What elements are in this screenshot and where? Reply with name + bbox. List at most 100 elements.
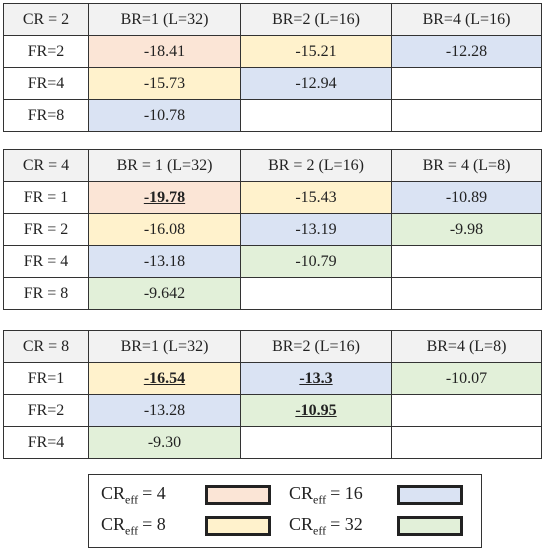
header-cell: CR = 4 bbox=[3, 149, 89, 182]
cell-value: -13.18 bbox=[143, 252, 186, 270]
header-row: CR = 8 BR=1 (L=32) BR=2 (L=16) BR=4 (L=8) bbox=[3, 330, 542, 363]
cell: -15.43 bbox=[240, 181, 392, 214]
legend-sub: eff bbox=[125, 523, 139, 538]
cell-value: -9.30 bbox=[147, 433, 182, 451]
legend-base: CR bbox=[101, 514, 126, 534]
cell-value: -12.94 bbox=[295, 74, 337, 92]
cell bbox=[240, 277, 392, 310]
legend-value: = 8 bbox=[142, 514, 166, 534]
cell: -12.94 bbox=[240, 67, 392, 100]
cell-value: -16.54 bbox=[143, 369, 186, 387]
cell: -16.54 bbox=[88, 362, 241, 395]
row-label: FR=4 bbox=[3, 67, 89, 100]
legend-swatch bbox=[397, 516, 463, 536]
cell: -13.19 bbox=[240, 213, 392, 246]
legend-swatch bbox=[205, 516, 271, 536]
row-label: FR = 4 bbox=[3, 245, 89, 278]
row: FR = 8 -9.642 bbox=[3, 277, 542, 310]
cell: -15.21 bbox=[240, 35, 392, 68]
cell: -15.73 bbox=[88, 67, 241, 100]
row-label: FR = 2 bbox=[3, 213, 89, 246]
cell-value: -10.07 bbox=[445, 369, 488, 387]
header-row: CR = 2 BR=1 (L=32) BR=2 (L=16) BR=4 (L=16) bbox=[3, 3, 542, 36]
cell: -13.18 bbox=[88, 245, 241, 278]
header-cell: CR = 8 bbox=[3, 330, 89, 363]
cell-value: -15.21 bbox=[295, 42, 337, 60]
table-body: CR = 2 BR=1 (L=32) BR=2 (L=16) BR=4 (L=16) F… bbox=[3, 3, 542, 132]
cell: -9.98 bbox=[391, 213, 542, 246]
row: FR=4 -9.30 bbox=[3, 426, 542, 459]
row-label: FR=2 bbox=[3, 394, 89, 427]
header-cell: BR = 1 (L=32) bbox=[88, 149, 241, 182]
cell-value: -10.78 bbox=[143, 106, 186, 124]
table-body: CR = 4 BR = 1 (L=32) BR = 2 (L=16) BR = 4 (… bbox=[3, 149, 542, 310]
row-label: FR=4 bbox=[3, 426, 89, 459]
cell bbox=[391, 394, 542, 427]
cell: -13.3 bbox=[240, 362, 392, 395]
cell: -9.642 bbox=[88, 277, 241, 310]
cell: -9.30 bbox=[88, 426, 241, 459]
cell: -10.89 bbox=[391, 181, 542, 214]
cell-value: -10.95 bbox=[295, 401, 337, 419]
cell bbox=[391, 99, 542, 132]
row: FR=1 -16.54 -13.3 -10.07 bbox=[3, 362, 542, 395]
cell bbox=[391, 67, 542, 100]
cell bbox=[240, 426, 392, 459]
header-cell: BR=1 (L=32) bbox=[88, 3, 241, 36]
legend-value: = 4 bbox=[142, 483, 166, 503]
cell-value: -16.08 bbox=[143, 220, 186, 238]
legend-label: CReff = 16 bbox=[289, 483, 363, 508]
cell-value: -15.43 bbox=[295, 188, 337, 206]
cell-value: -9.98 bbox=[449, 220, 484, 238]
results-table: CR = 8 BR=1 (L=32) BR=2 (L=16) BR=4 (L=8) FR… bbox=[3, 330, 542, 459]
row: FR=2 -18.41 -15.21 -12.28 bbox=[3, 35, 542, 68]
header-cell: BR=1 (L=32) bbox=[88, 330, 241, 363]
cell: -12.28 bbox=[391, 35, 542, 68]
legend-base: CR bbox=[289, 514, 314, 534]
header-cell: BR = 2 (L=16) bbox=[240, 149, 392, 182]
row-label: FR=2 bbox=[3, 35, 89, 68]
cell: -16.08 bbox=[88, 213, 241, 246]
cell bbox=[240, 99, 392, 132]
legend-base: CR bbox=[101, 483, 126, 503]
legend-sub: eff bbox=[125, 492, 139, 507]
cell: -18.41 bbox=[88, 35, 241, 68]
legend-swatch bbox=[397, 485, 463, 505]
legend-value: = 16 bbox=[330, 483, 363, 503]
row: FR = 1 -19.78 -15.43 -10.89 bbox=[3, 181, 542, 214]
header-cell: BR=2 (L=16) bbox=[240, 3, 392, 36]
cell: -10.07 bbox=[391, 362, 542, 395]
legend-sub: eff bbox=[313, 492, 327, 507]
table-body: CR = 8 BR=1 (L=32) BR=2 (L=16) BR=4 (L=8) FR… bbox=[3, 330, 542, 459]
cell-value: -10.79 bbox=[295, 252, 337, 270]
header-cell: BR=4 (L=8) bbox=[391, 330, 542, 363]
cell bbox=[391, 277, 542, 310]
cell: -10.78 bbox=[88, 99, 241, 132]
header-cell: BR = 4 (L=8) bbox=[391, 149, 542, 182]
cell-value: -10.89 bbox=[445, 188, 488, 206]
cell-value: -19.78 bbox=[143, 188, 186, 206]
cell bbox=[391, 245, 542, 278]
cell-value: -9.642 bbox=[143, 284, 186, 302]
row-label: FR = 1 bbox=[3, 181, 89, 214]
cell-value: -13.28 bbox=[143, 401, 186, 419]
header-row: CR = 4 BR = 1 (L=32) BR = 2 (L=16) BR = 4 (… bbox=[3, 149, 542, 182]
row-label: FR = 8 bbox=[3, 277, 89, 310]
header-cell: CR = 2 bbox=[3, 3, 89, 36]
legend-label: CReff = 4 bbox=[101, 483, 166, 508]
legend-label: CReff = 32 bbox=[289, 514, 363, 539]
legend: CReff = 4 CReff = 16 CReff = 8 CReff = 32 bbox=[88, 474, 482, 548]
cell bbox=[391, 426, 542, 459]
cell: -19.78 bbox=[88, 181, 241, 214]
row-label: FR=8 bbox=[3, 99, 89, 132]
legend-sub: eff bbox=[313, 523, 327, 538]
cell-value: -12.28 bbox=[445, 42, 488, 60]
cell: -13.28 bbox=[88, 394, 241, 427]
legend-value: = 32 bbox=[330, 514, 363, 534]
cell: -10.95 bbox=[240, 394, 392, 427]
row-label: FR=1 bbox=[3, 362, 89, 395]
legend-label: CReff = 8 bbox=[101, 514, 166, 539]
row: FR = 4 -13.18 -10.79 bbox=[3, 245, 542, 278]
legend-base: CR bbox=[289, 483, 314, 503]
